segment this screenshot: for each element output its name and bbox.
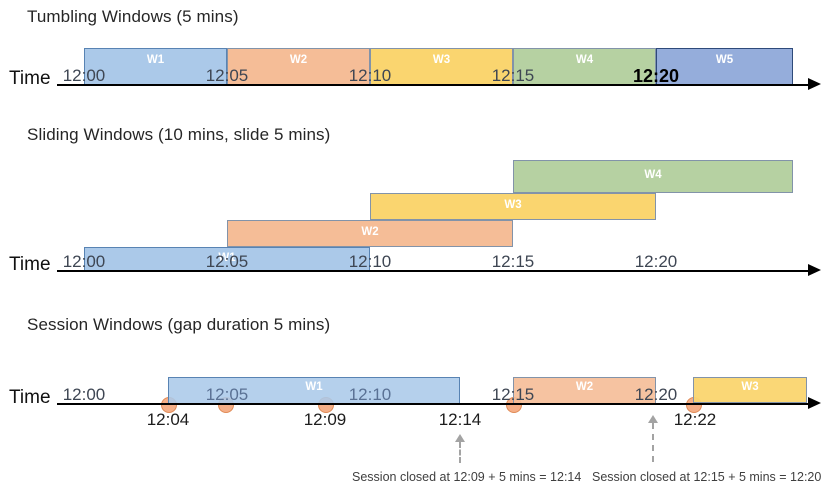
- window-box-sliding-w1: [84, 247, 370, 271]
- window-label-tumbling-w1: W1: [146, 54, 165, 66]
- tick-label-session-12:10: 12:10: [348, 385, 392, 404]
- event-time-label-12:14: 12:14: [438, 410, 482, 429]
- section-title-tumbling: Tumbling Windows (5 mins): [27, 7, 239, 26]
- dashed-arrow-head: [455, 434, 465, 442]
- window-label-sliding-w3: W3: [504, 199, 522, 211]
- tick-label-session-12:15: 12:15: [491, 385, 535, 404]
- window-label-tumbling-w3: W3: [432, 54, 451, 66]
- window-label-sliding-w2: W2: [361, 226, 379, 238]
- axis-time-label: Time: [9, 254, 51, 275]
- axis-time-label: Time: [9, 68, 51, 89]
- time-axis-line: [57, 403, 810, 405]
- tick-label-sliding-12:10: 12:10: [348, 252, 392, 271]
- window-label-session-w3: W3: [741, 381, 759, 393]
- dashed-arrow-head: [648, 415, 658, 423]
- window-box-tumbling-w1: [84, 48, 227, 85]
- time-axis-line: [57, 84, 810, 86]
- tick-label-sliding-12:00: 12:00: [62, 252, 106, 271]
- tick-label-tumbling-12:05: 12:05: [205, 66, 249, 85]
- time-axis-arrowhead: [808, 78, 821, 90]
- window-label-tumbling-w2: W2: [289, 54, 308, 66]
- window-box-session-w3: [693, 377, 807, 403]
- window-label-session-w1: W1: [305, 381, 323, 393]
- axis-time-label: Time: [9, 387, 51, 408]
- window-label-session-w2: W2: [575, 381, 594, 393]
- time-axis-arrowhead: [808, 264, 821, 276]
- window-box-sliding-w4: [513, 160, 793, 193]
- window-box-tumbling-w4: [513, 48, 656, 85]
- tick-label-tumbling-12:10: 12:10: [348, 66, 392, 85]
- tick-label-session-12:05: 12:05: [205, 385, 249, 404]
- session-close-annotation: Session closed at 12:15 + 5 mins = 12:20: [592, 470, 822, 484]
- window-box-tumbling-w2: [227, 48, 370, 85]
- window-box-sliding-w3: [370, 193, 656, 220]
- event-time-label-12:22: 12:22: [673, 410, 717, 429]
- tick-label-sliding-12:05: 12:05: [205, 252, 249, 271]
- tick-label-tumbling-12:20: 12:20: [632, 66, 680, 86]
- event-time-label-12:09: 12:09: [303, 410, 347, 429]
- window-label-tumbling-w4: W4: [575, 54, 594, 66]
- window-label-sliding-w1: W1: [218, 252, 236, 264]
- tick-label-sliding-12:20: 12:20: [634, 252, 678, 271]
- time-axis-arrowhead: [808, 397, 821, 409]
- tick-label-session-12:20: 12:20: [634, 385, 678, 404]
- window-label-tumbling-w5: W5: [715, 54, 734, 66]
- window-box-sliding-w2: [227, 220, 513, 247]
- tick-label-session-12:00: 12:00: [62, 385, 106, 404]
- window-box-session-w2: [513, 377, 656, 404]
- session-close-annotation: Session closed at 12:09 + 5 mins = 12:14: [352, 470, 582, 484]
- tick-label-tumbling-12:15: 12:15: [491, 66, 535, 85]
- dashed-arrow-line: [459, 442, 461, 463]
- dashed-arrow-line: [652, 423, 654, 462]
- event-time-label-12:04: 12:04: [146, 410, 190, 429]
- section-title-sliding: Sliding Windows (10 mins, slide 5 mins): [27, 125, 331, 144]
- tick-label-sliding-12:15: 12:15: [491, 252, 535, 271]
- window-label-sliding-w4: W4: [644, 169, 662, 181]
- time-axis-line: [57, 270, 810, 272]
- section-title-session: Session Windows (gap duration 5 mins): [27, 315, 331, 334]
- tick-label-tumbling-12:00: 12:00: [62, 66, 106, 85]
